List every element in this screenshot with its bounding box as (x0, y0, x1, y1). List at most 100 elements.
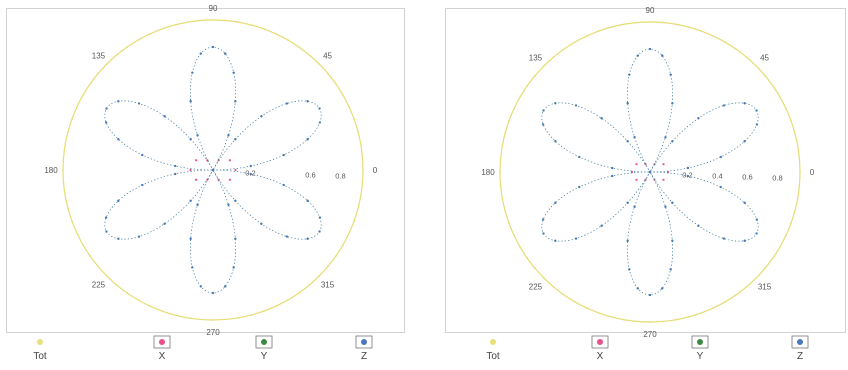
series-tot-point (71, 117, 73, 120)
series-tot-point (610, 26, 613, 29)
series-tot-point (148, 305, 151, 307)
series-tot-point (597, 30, 600, 32)
series-tot-point (62, 156, 65, 158)
radial-tick-label: 0.6 (742, 172, 752, 181)
series-tot-point (76, 232, 78, 235)
legend-swatch (490, 339, 496, 345)
series-z-point (191, 266, 194, 269)
series-tot-point (160, 28, 163, 30)
series-z-point (611, 166, 614, 170)
series-z-point (199, 52, 202, 55)
series-tot-point (499, 171, 501, 173)
series-tot-point (361, 156, 364, 158)
series-tot-point (552, 56, 555, 58)
angle-label: 225 (92, 281, 106, 290)
series-tot-point (275, 305, 278, 307)
series-tot-point (126, 46, 128, 49)
series-x-point (635, 163, 638, 166)
series-z-point (282, 183, 285, 187)
angle-label: 90 (209, 4, 218, 13)
series-tot-point (71, 220, 73, 223)
legend-label: X (597, 351, 604, 362)
series-tot-point (89, 255, 92, 257)
radial-tick-label: 0.8 (335, 171, 345, 180)
series-tot-point (785, 107, 787, 110)
angle-label: 45 (760, 53, 769, 62)
series-tot-point (526, 85, 529, 87)
series-tot-point (501, 145, 504, 147)
series-tot-point (356, 130, 359, 133)
legend-label: Tot (486, 351, 500, 362)
series-z-point (574, 237, 578, 240)
series-z-point (661, 287, 664, 290)
series-z-point (211, 291, 215, 295)
series-z-point (755, 218, 758, 221)
series-z-point (664, 205, 667, 208)
series-z-point (574, 104, 578, 107)
series-x-point (662, 178, 665, 181)
series-z-point (554, 140, 557, 143)
series-tot-point (700, 30, 703, 32)
legend-item-y[interactable]: Y (691, 335, 709, 362)
series-x-point (195, 159, 198, 162)
angle-label: 315 (758, 283, 772, 292)
series-z-point (189, 138, 192, 141)
chart-frame (6, 8, 405, 333)
angle-label: 225 (529, 283, 543, 292)
series-tot-point (623, 318, 625, 321)
series-z-point (626, 201, 629, 204)
series-tot-point (250, 24, 253, 27)
series-tot-point (89, 83, 92, 85)
series-tot-point (126, 291, 128, 294)
series-tot-point (160, 310, 163, 312)
series-z-point (117, 237, 120, 240)
series-tot-point (649, 21, 651, 23)
series-tot-point (745, 56, 748, 58)
radial-tick-label: 0.4 (712, 171, 722, 180)
series-z-point (542, 123, 545, 126)
series-z-point (227, 203, 230, 206)
series-z-point (318, 107, 321, 110)
series-tot-point (649, 321, 651, 323)
legend-item-z[interactable]: Z (355, 335, 373, 362)
series-tot (62, 19, 364, 321)
series-tot-point (771, 85, 774, 87)
series-z-point (626, 102, 629, 105)
series-z-point (189, 100, 192, 103)
series-x-point (234, 168, 237, 172)
legend-label: Z (361, 351, 367, 362)
series-tot-point (501, 197, 504, 199)
series-z-point (163, 222, 166, 225)
series-z-point (669, 268, 672, 271)
series-tot-point (106, 275, 108, 277)
series-tot-point (755, 277, 757, 279)
series-z-point (648, 170, 652, 174)
series-z (541, 47, 759, 297)
legend-item-z[interactable]: Z (791, 335, 809, 362)
series-tot-point (724, 301, 726, 303)
legend-item-x[interactable]: X (591, 335, 609, 362)
legend-item-y[interactable]: Y (255, 335, 273, 362)
series-z-point (163, 115, 166, 118)
legend-swatch (261, 339, 267, 345)
series-tot-point (779, 246, 781, 248)
legend-item-tot[interactable]: Tot (486, 339, 500, 362)
series-tot-point (675, 23, 677, 26)
series-z-point (318, 216, 321, 219)
series-tot-point (687, 26, 690, 29)
series-tot-point (348, 232, 350, 235)
series-tot-point (361, 182, 364, 184)
series-tot-point (287, 299, 289, 301)
series-z-point (626, 239, 629, 242)
series-z-point (636, 287, 639, 290)
series-tot-point (199, 318, 201, 321)
legend-item-tot[interactable]: Tot (33, 339, 47, 362)
series-z-point (743, 201, 746, 204)
polar-chart-right-svg: 90 45 0 315 270 225 180 135 0.2 0.4 0.6 0.8 Tot X Y Z (445, 6, 846, 362)
series-tot-point (508, 222, 510, 225)
series-z-point (234, 237, 237, 240)
series-tot-point (308, 284, 311, 286)
legend-item-x[interactable]: X (153, 335, 171, 362)
series-tot-point (519, 246, 521, 248)
series-z-point (249, 172, 252, 176)
